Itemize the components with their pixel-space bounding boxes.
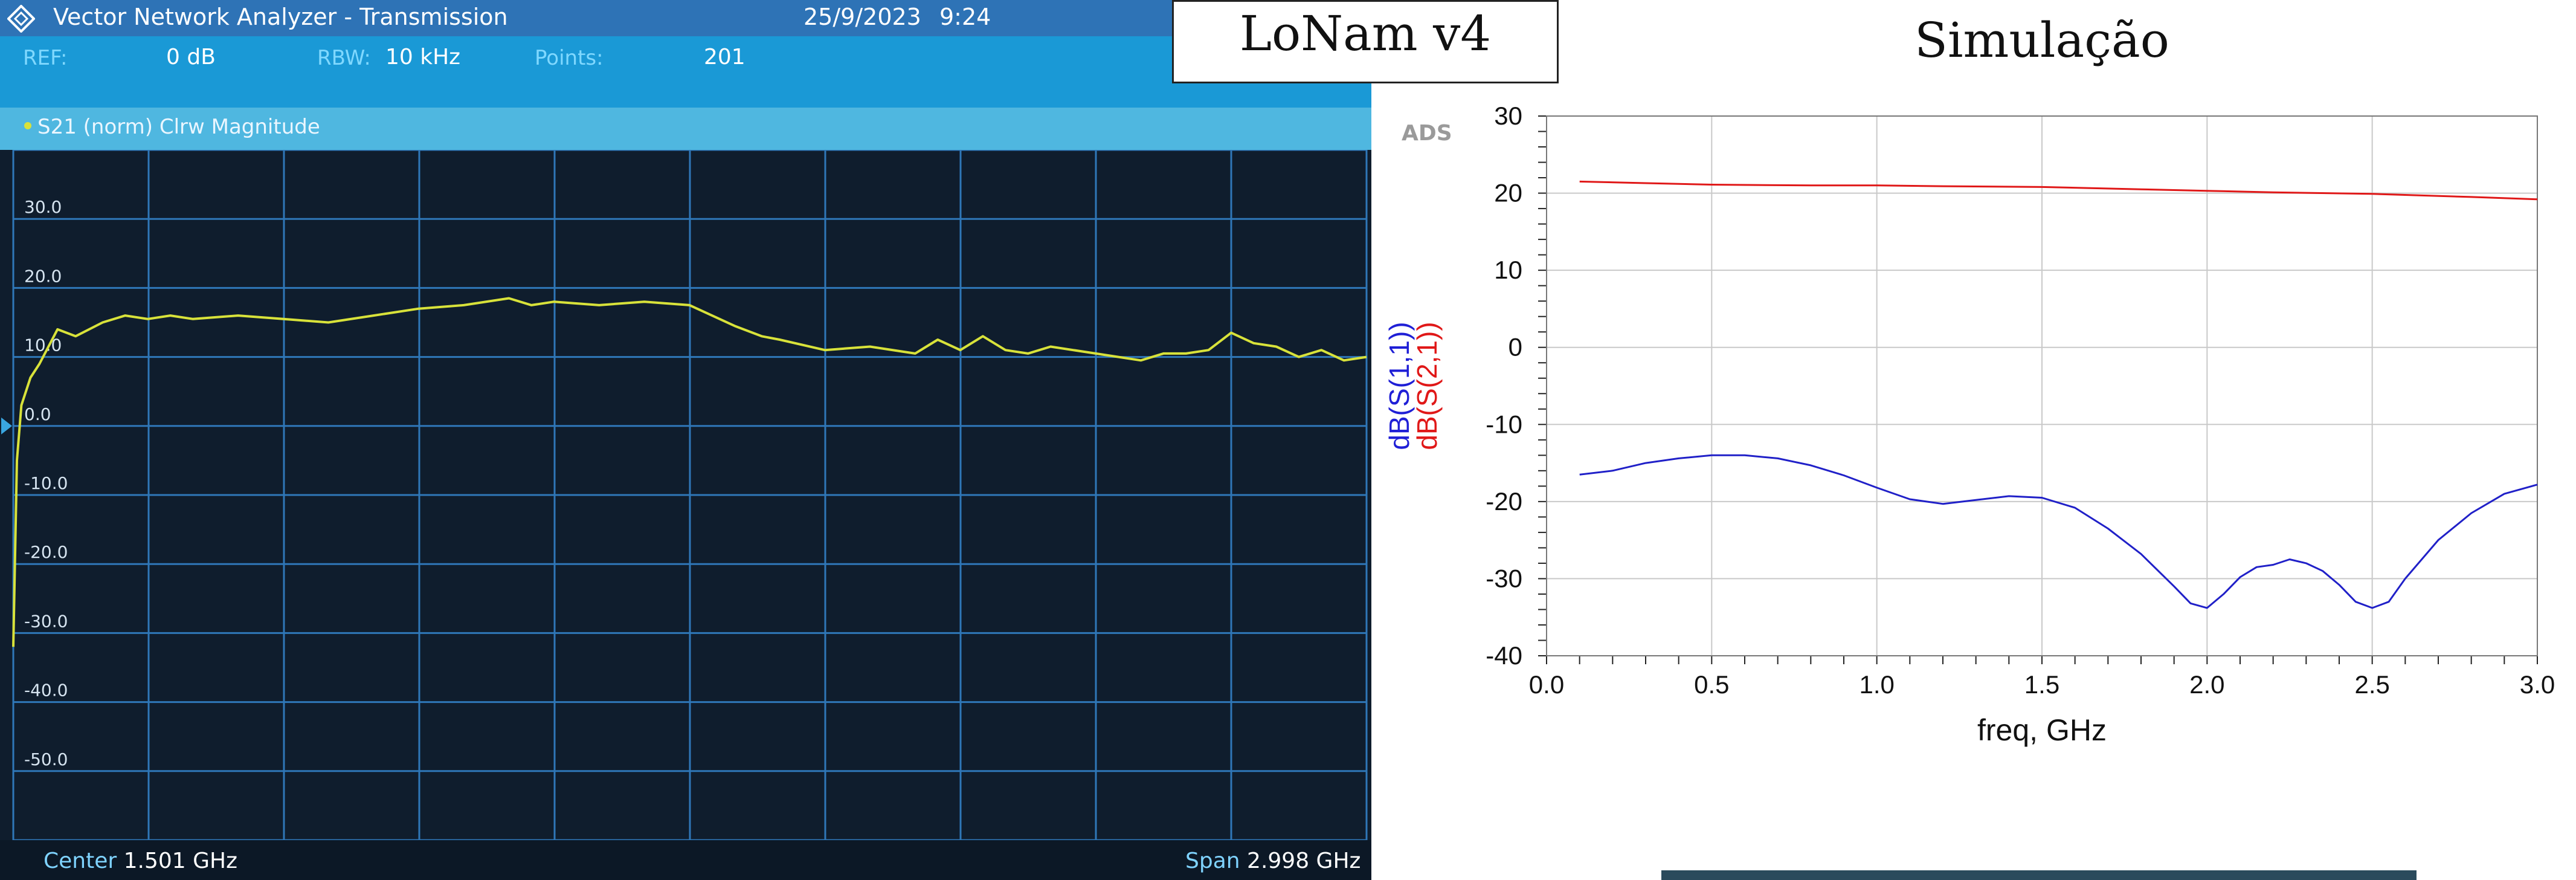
simulation-title: Simulação [1914,12,2169,68]
ads-y-tick-label: 20 [1494,179,1522,207]
ads-y-tick-label: 30 [1494,102,1522,130]
ads-plot-frame [1546,115,2538,656]
ads-y-axis-label-part: dB(S(1,1)) [1383,322,1415,450]
vna-y-tick-label: 30.0 [24,197,62,217]
ref-label: REF: [23,46,68,70]
ads-x-tick-label: 2.5 [2354,670,2389,699]
ads-x-tick-label: 0.5 [1694,670,1729,699]
vna-title: Vector Network Analyzer - Transmission [53,4,508,30]
ads-watermark: ADS [1402,121,1452,146]
ads-y-tick-label: -40 [1486,641,1522,670]
ads-y-tick-label: -20 [1486,487,1522,516]
ads-x-tick-label: 2.0 [2189,670,2224,699]
vna-y-tick-label: -50.0 [24,749,68,769]
ads-x-tick-label: 0.0 [1529,670,1564,699]
vna-y-tick-label: 10.0 [24,335,62,355]
ads-x-tick-label: 1.5 [2024,670,2059,699]
ads-y-axis-label-part: dB(S(2,1)) [1411,322,1443,450]
vna-settings-bar: REF: 0 dB RBW: 10 kHz Points: 201 [0,36,1371,108]
rbw-label: RBW: [317,46,371,70]
lonam-title-box: LoNam v4 [1172,0,1559,83]
ads-y-axis-label: dB(S(1,1))dB(S(2,1)) [1383,322,1443,450]
ads-series-db-s-2-1- [1579,180,2538,201]
center-label: Center [43,849,117,873]
ads-series-db-s-1-1- [1579,454,2538,609]
ads-y-tick-label: -10 [1486,410,1522,438]
span-value[interactable]: 2.998 GHz [1247,849,1361,873]
vna-y-tick-label: 20.0 [24,266,62,286]
vna-y-tick-label: -10.0 [24,473,68,493]
center-value[interactable]: 1.501 GHz [123,849,237,873]
vna-y-tick-label: -20.0 [24,542,68,562]
ads-x-axis-label: freq, GHz [1977,713,2107,747]
ref-level-marker-icon [1,417,12,435]
vna-time: 9:24 [939,4,991,30]
ads-plot: ADS 0.0 0.5 1.0 1.5 2.0 2.5 3.0 30 20 10 0 -10 -20 -30… [1383,102,2555,747]
lonam-title: LoNam v4 [1239,5,1492,62]
bottom-photo-strip [1661,870,2417,880]
trace-bar[interactable]: S21 (norm) Clrw Magnitude [0,108,1371,150]
trace-marker-icon [24,122,31,129]
ads-y-tick-label: 0 [1509,333,1522,361]
center-readout: Center 1.501 GHz [43,849,237,873]
points-label: Points: [535,46,604,70]
vna-y-tick-label: -30.0 [24,611,68,631]
ads-y-tick-label: 10 [1494,256,1522,284]
vna-y-tick-label: -40.0 [24,681,68,700]
vna-y-tick-label: 0.0 [24,404,51,424]
ref-value[interactable]: 0 dB [166,45,216,70]
vna-date: 25/9/2023 [803,4,921,30]
vna-trace-s21 [12,297,1367,647]
trace-label: S21 (norm) Clrw Magnitude [37,115,320,139]
ads-x-tick-label: 3.0 [2520,670,2555,699]
ads-x-tick-label: 1.0 [1859,670,1894,699]
vna-screen: 30.0 20.0 10.0 0.0 -10.0 -20.0 -30.0 -40.0 -50.0… [0,0,1371,880]
span-readout: Span 2.998 GHz [1185,849,1360,873]
vna-title-bar: Vector Network Analyzer - Transmission 2… [0,0,1371,36]
ads-y-tick-label: -30 [1486,564,1522,592]
span-label: Span [1185,849,1240,873]
points-value[interactable]: 201 [704,45,745,70]
rs-logo-icon [7,5,35,33]
rbw-value[interactable]: 10 kHz [385,45,461,70]
vna-footer: Center 1.501 GHz Span 2.998 GHz [0,840,1371,880]
